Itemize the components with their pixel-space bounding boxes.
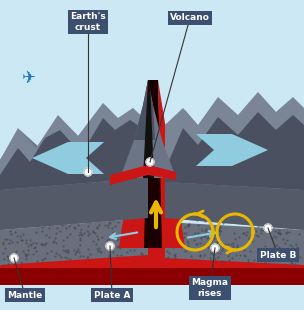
Text: Plate B: Plate B	[260, 250, 296, 259]
Circle shape	[146, 158, 154, 166]
Polygon shape	[119, 178, 185, 248]
Polygon shape	[0, 105, 148, 190]
Polygon shape	[120, 80, 176, 178]
Circle shape	[264, 224, 272, 232]
Circle shape	[10, 254, 18, 262]
Circle shape	[84, 168, 92, 176]
Polygon shape	[165, 92, 304, 190]
Polygon shape	[0, 255, 304, 285]
Polygon shape	[144, 80, 162, 248]
Text: Earth's
crust: Earth's crust	[70, 12, 106, 32]
Polygon shape	[196, 134, 268, 166]
Polygon shape	[32, 142, 104, 174]
Polygon shape	[165, 182, 304, 230]
Text: Magma
rises: Magma rises	[192, 278, 229, 298]
Polygon shape	[143, 80, 154, 178]
Polygon shape	[0, 118, 148, 190]
Polygon shape	[0, 218, 148, 265]
Circle shape	[106, 242, 114, 250]
Text: Volcano: Volcano	[170, 14, 210, 23]
Polygon shape	[134, 80, 155, 140]
Polygon shape	[158, 80, 185, 248]
Polygon shape	[0, 178, 148, 230]
Text: ✈: ✈	[21, 69, 35, 87]
Polygon shape	[119, 80, 148, 248]
Polygon shape	[144, 80, 152, 178]
Polygon shape	[165, 182, 304, 230]
Polygon shape	[165, 112, 304, 190]
Text: Plate A: Plate A	[94, 290, 130, 299]
Polygon shape	[165, 95, 304, 190]
Polygon shape	[148, 165, 176, 180]
Text: Mantle: Mantle	[7, 290, 43, 299]
Polygon shape	[165, 222, 304, 265]
Circle shape	[211, 244, 219, 252]
Polygon shape	[0, 248, 304, 268]
Polygon shape	[110, 165, 148, 185]
Polygon shape	[0, 178, 148, 230]
Polygon shape	[0, 103, 148, 190]
